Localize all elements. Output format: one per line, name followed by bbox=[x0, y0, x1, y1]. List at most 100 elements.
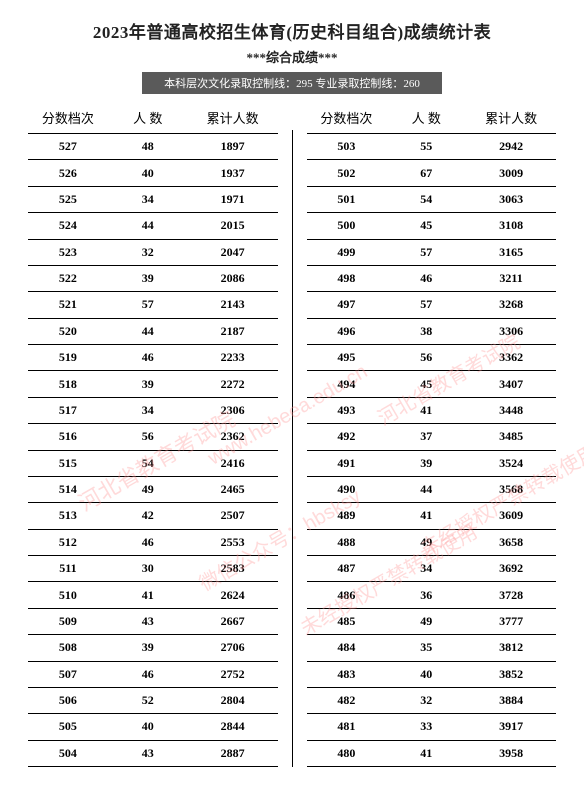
table-row: 510412624 bbox=[28, 582, 278, 608]
cell-cumulative: 2233 bbox=[188, 345, 278, 371]
cell-count: 48 bbox=[108, 134, 188, 160]
cell-count: 41 bbox=[386, 397, 466, 423]
table-row: 488493658 bbox=[307, 529, 557, 555]
cell-count: 39 bbox=[108, 265, 188, 291]
table-row: 481333917 bbox=[307, 714, 557, 740]
cell-count: 39 bbox=[386, 450, 466, 476]
cell-score: 497 bbox=[307, 292, 387, 318]
table-row: 485493777 bbox=[307, 608, 557, 634]
table-row: 502673009 bbox=[307, 160, 557, 186]
table-row: 484353812 bbox=[307, 635, 557, 661]
table-row: 526401937 bbox=[28, 160, 278, 186]
cell-score: 515 bbox=[28, 450, 108, 476]
cell-score: 526 bbox=[28, 160, 108, 186]
table-row: 521572143 bbox=[28, 292, 278, 318]
cell-score: 524 bbox=[28, 213, 108, 239]
cell-count: 49 bbox=[108, 476, 188, 502]
cell-score: 486 bbox=[307, 582, 387, 608]
cell-count: 56 bbox=[386, 345, 466, 371]
cell-cumulative: 3524 bbox=[466, 450, 556, 476]
header-count: 人 数 bbox=[108, 104, 188, 134]
table-row: 499573165 bbox=[307, 239, 557, 265]
left-column: 分数档次 人 数 累计人数 52748189752640193752534197… bbox=[28, 104, 278, 767]
control-line-banner: 本科层次文化录取控制线：295 专业录取控制线：260 bbox=[142, 72, 442, 94]
cell-count: 57 bbox=[386, 292, 466, 318]
table-row: 489413609 bbox=[307, 503, 557, 529]
cell-score: 493 bbox=[307, 397, 387, 423]
cell-cumulative: 3728 bbox=[466, 582, 556, 608]
table-row: 494453407 bbox=[307, 371, 557, 397]
cell-cumulative: 3063 bbox=[466, 186, 556, 212]
cell-score: 495 bbox=[307, 345, 387, 371]
cell-score: 505 bbox=[28, 714, 108, 740]
cell-score: 521 bbox=[28, 292, 108, 318]
cell-cumulative: 2465 bbox=[188, 476, 278, 502]
cell-count: 45 bbox=[386, 371, 466, 397]
table-row: 520442187 bbox=[28, 318, 278, 344]
table-header-row: 分数档次 人 数 累计人数 bbox=[307, 104, 557, 134]
cell-score: 511 bbox=[28, 556, 108, 582]
cell-cumulative: 2583 bbox=[188, 556, 278, 582]
table-row: 506522804 bbox=[28, 687, 278, 713]
cell-score: 487 bbox=[307, 556, 387, 582]
right-column: 分数档次 人 数 累计人数 50355294250267300950154306… bbox=[307, 104, 557, 767]
table-row: 500453108 bbox=[307, 213, 557, 239]
cell-score: 506 bbox=[28, 687, 108, 713]
cell-score: 514 bbox=[28, 476, 108, 502]
vertical-divider bbox=[292, 130, 293, 767]
cell-score: 508 bbox=[28, 635, 108, 661]
cell-count: 67 bbox=[386, 160, 466, 186]
cell-score: 488 bbox=[307, 529, 387, 555]
cell-cumulative: 2047 bbox=[188, 239, 278, 265]
cell-cumulative: 3448 bbox=[466, 397, 556, 423]
cell-score: 513 bbox=[28, 503, 108, 529]
cell-count: 42 bbox=[108, 503, 188, 529]
cell-score: 517 bbox=[28, 397, 108, 423]
cell-count: 39 bbox=[108, 635, 188, 661]
table-row: 493413448 bbox=[307, 397, 557, 423]
cell-cumulative: 2553 bbox=[188, 529, 278, 555]
cell-count: 55 bbox=[386, 134, 466, 160]
table-header-row: 分数档次 人 数 累计人数 bbox=[28, 104, 278, 134]
cell-cumulative: 3609 bbox=[466, 503, 556, 529]
cell-cumulative: 2015 bbox=[188, 213, 278, 239]
cell-score: 480 bbox=[307, 740, 387, 766]
tables-wrapper: 分数档次 人 数 累计人数 52748189752640193752534197… bbox=[28, 104, 556, 767]
cell-score: 482 bbox=[307, 687, 387, 713]
cell-cumulative: 3407 bbox=[466, 371, 556, 397]
table-row: 507462752 bbox=[28, 661, 278, 687]
cell-cumulative: 1897 bbox=[188, 134, 278, 160]
table-row: 522392086 bbox=[28, 265, 278, 291]
cell-count: 56 bbox=[108, 424, 188, 450]
cell-score: 520 bbox=[28, 318, 108, 344]
cell-count: 44 bbox=[108, 318, 188, 344]
header-score: 分数档次 bbox=[307, 104, 387, 134]
cell-score: 489 bbox=[307, 503, 387, 529]
header-score: 分数档次 bbox=[28, 104, 108, 134]
cell-count: 44 bbox=[108, 213, 188, 239]
table-row: 514492465 bbox=[28, 476, 278, 502]
cell-cumulative: 3884 bbox=[466, 687, 556, 713]
cell-cumulative: 3165 bbox=[466, 239, 556, 265]
cell-cumulative: 2624 bbox=[188, 582, 278, 608]
cell-cumulative: 3485 bbox=[466, 424, 556, 450]
cell-score: 522 bbox=[28, 265, 108, 291]
cell-count: 49 bbox=[386, 529, 466, 555]
table-row: 492373485 bbox=[307, 424, 557, 450]
cell-score: 503 bbox=[307, 134, 387, 160]
cell-score: 494 bbox=[307, 371, 387, 397]
cell-count: 40 bbox=[108, 714, 188, 740]
cell-cumulative: 3692 bbox=[466, 556, 556, 582]
cell-score: 485 bbox=[307, 608, 387, 634]
cell-score: 502 bbox=[307, 160, 387, 186]
cell-count: 30 bbox=[108, 556, 188, 582]
cell-count: 32 bbox=[386, 687, 466, 713]
cell-count: 46 bbox=[108, 345, 188, 371]
table-row: 495563362 bbox=[307, 345, 557, 371]
table-row: 527481897 bbox=[28, 134, 278, 160]
cell-cumulative: 3852 bbox=[466, 661, 556, 687]
cell-score: 518 bbox=[28, 371, 108, 397]
table-row: 513422507 bbox=[28, 503, 278, 529]
cell-count: 37 bbox=[386, 424, 466, 450]
cell-count: 57 bbox=[386, 239, 466, 265]
